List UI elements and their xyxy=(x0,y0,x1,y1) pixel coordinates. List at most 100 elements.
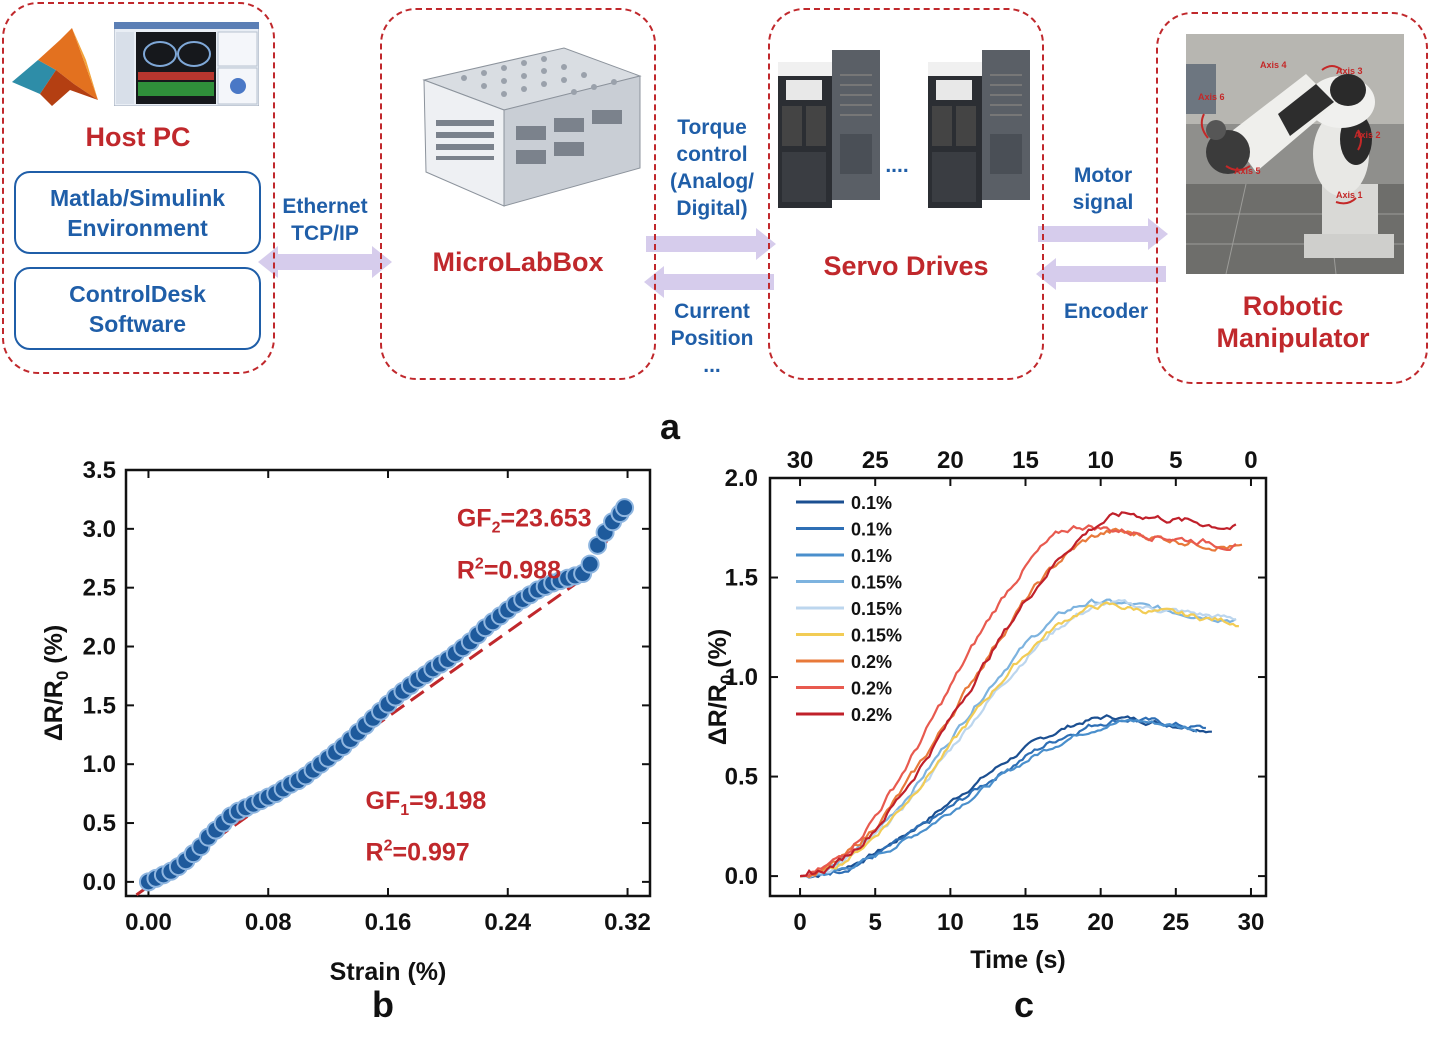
matlab-logo xyxy=(12,28,98,106)
panel-c-xlabel: Time (s) xyxy=(970,946,1065,974)
panel-c-legend-label: 0.1% xyxy=(851,520,892,540)
ethernet-double-arrow xyxy=(258,246,392,278)
panel-b-chart: 0.00 0.08 0.16 0.24 0.32 0.0 0.5 1.0 1.5 2.0 2.5 3.… xyxy=(40,457,652,986)
panel-b-ytick-label: 2.0 xyxy=(83,634,116,661)
panel-b-xtick-label: 0.16 xyxy=(365,909,412,936)
torque-line3: (Analog/ xyxy=(670,170,754,193)
panel-b-points xyxy=(138,498,635,892)
panel-c-xtick-label: 15 xyxy=(1012,909,1039,936)
servo-drives-title: Servo Drives xyxy=(823,251,989,281)
servo-drive-unit-2 xyxy=(928,50,1030,208)
panel-b-xtick-label: 0.32 xyxy=(604,909,651,936)
microlabbox-device-image xyxy=(422,47,642,207)
panel-a-letter: a xyxy=(660,406,681,447)
panel-c-axes: 0 5 10 15 20 25 30 30 25 20 15 10 5 0 0.0 0.5 1.0 1.5 2.0 T… xyxy=(704,447,1268,974)
panel-c-lines xyxy=(800,511,1243,879)
panel-c-top-xtick-label: 30 xyxy=(787,447,814,474)
panel-c-ytick-label: 2.0 xyxy=(725,465,758,492)
panel-b-axes: 0.00 0.08 0.16 0.24 0.32 0.0 0.5 1.0 1.5 2.0 2.5 3.… xyxy=(40,457,652,986)
motor-signal-arrow xyxy=(1038,218,1168,250)
panel-c-xtick-label: 10 xyxy=(937,909,964,936)
controldesk-line2: Software xyxy=(88,310,187,337)
robot-photo: Axis 4 Axis 3 Axis 6 Axis 2 Axis 5 Axis … xyxy=(1186,34,1404,274)
robot-axis-1: Axis 1 xyxy=(1336,190,1363,200)
panel-c-top-xtick-label: 15 xyxy=(1012,447,1039,474)
ethernet-line2: TCP/IP xyxy=(291,222,359,245)
panel-c-series-line xyxy=(800,601,1239,878)
current-line1: Current xyxy=(674,300,750,323)
panel-b-xtick-label: 0.08 xyxy=(245,909,292,936)
current-line3: ... xyxy=(703,354,721,377)
panel-c-top-xtick-label: 5 xyxy=(1169,447,1182,474)
panel-b-data-point xyxy=(615,498,635,518)
motor-signal-label: Motor signal xyxy=(1048,162,1158,216)
panel-c-series-line xyxy=(800,511,1237,878)
microlabbox-title: MicroLabBox xyxy=(432,247,604,277)
panel-b-annotations: GF2=23.653 R2=0.988 GF1=9.198 R2=0.997 xyxy=(366,504,592,866)
panel-c-ytick-label: 0.0 xyxy=(725,863,758,890)
panel-c-ytick-label: 1.5 xyxy=(725,565,758,592)
host-pc-title: Host PC xyxy=(85,122,191,152)
robot-axis-3: Axis 3 xyxy=(1336,66,1363,76)
panel-b-ylabel: ΔR/R0 (%) xyxy=(40,625,72,741)
panel-c-series-line xyxy=(800,718,1198,878)
panel-c-xtick-label: 20 xyxy=(1087,909,1114,936)
servo-drive-unit-1 xyxy=(778,50,880,208)
panel-c-top-xtick-label: 0 xyxy=(1244,447,1257,474)
panel-c-ytick-label: 0.5 xyxy=(725,764,758,791)
servo-drives-box xyxy=(768,8,1044,380)
panel-c-xtick-label: 5 xyxy=(869,909,882,936)
matlab-simulink-line1: Matlab/Simulink xyxy=(49,184,226,211)
panel-b-ytick-label: 0.0 xyxy=(83,869,116,896)
panel-b-ytick-label: 3.0 xyxy=(83,516,116,543)
encoder-arrow xyxy=(1036,258,1166,290)
panel-c-top-xtick-label: 10 xyxy=(1087,447,1114,474)
matlab-simulink-line2: Environment xyxy=(67,214,208,241)
panel-c-top-xtick-label: 20 xyxy=(937,447,964,474)
panel-c-series-line xyxy=(800,716,1206,878)
robot-title: Robotic Manipulator xyxy=(1166,290,1420,354)
panel-c-legend-label: 0.2% xyxy=(851,679,892,699)
panel-a-arrows xyxy=(258,218,1168,298)
panel-b-ytick-label: 0.5 xyxy=(83,810,116,837)
panel-c-legend-label: 0.2% xyxy=(851,652,892,672)
torque-line1: Torque xyxy=(677,116,747,139)
panel-c-xtick-label: 0 xyxy=(793,909,806,936)
ethernet-label: Ethernet TCP/IP xyxy=(270,193,380,247)
matlab-simulink-box: Matlab/Simulink Environment xyxy=(14,171,261,254)
panel-c-legend-label: 0.15% xyxy=(851,573,902,593)
robot-box xyxy=(1156,12,1428,384)
panel-c-legend: 0.1% 0.1% 0.1% 0.15% 0.15% 0.15% 0.2% 0.2% 0.2% xyxy=(796,493,902,725)
servo-drives-image xyxy=(778,50,1030,208)
panel-b-ytick-label: 1.0 xyxy=(83,751,116,778)
panel-b-ytick-label: 3.5 xyxy=(83,457,116,484)
panel-c-series-line xyxy=(800,599,1237,878)
panel-b-xlabel: Strain (%) xyxy=(330,958,447,986)
panel-b-ytick-label: 2.5 xyxy=(83,575,116,602)
panel-b-letter: b xyxy=(372,984,394,1025)
software-screenshot xyxy=(114,22,259,106)
current-arrow xyxy=(644,266,774,298)
robot-axis-4: Axis 4 xyxy=(1260,60,1287,70)
panel-b-r2-bottom: R2=0.997 xyxy=(366,838,470,867)
panel-b-r2-top: R2=0.988 xyxy=(457,555,561,584)
ethernet-line1: Ethernet xyxy=(282,195,368,218)
panel-c-legend-label: 0.15% xyxy=(851,599,902,619)
torque-line4: Digital) xyxy=(676,197,748,220)
torque-arrow xyxy=(646,228,776,260)
panel-c-frame xyxy=(768,476,1268,898)
panel-c-series-line xyxy=(800,714,1212,879)
panel-c-legend-label: 0.15% xyxy=(851,626,902,646)
robot-axis-6: Axis 6 xyxy=(1198,92,1225,102)
panel-b-data-point xyxy=(580,554,600,574)
panel-c-top-xtick-label: 25 xyxy=(862,447,889,474)
panel-c-legend-label: 0.1% xyxy=(851,493,892,513)
host-pc-box xyxy=(2,2,275,374)
panel-c-xtick-label: 25 xyxy=(1162,909,1189,936)
panel-b-gf1: GF1=9.198 xyxy=(366,787,487,819)
panel-c-legend-label: 0.2% xyxy=(851,705,892,725)
panel-c-chart: 0 5 10 15 20 25 30 30 25 20 15 10 5 0 0.0 0.5 1.0 1.5 2.0 T… xyxy=(704,447,1268,974)
panel-c-xtick-label: 30 xyxy=(1238,909,1265,936)
servo-dots: .... xyxy=(885,154,909,177)
panel-c-legend-label: 0.1% xyxy=(851,546,892,566)
